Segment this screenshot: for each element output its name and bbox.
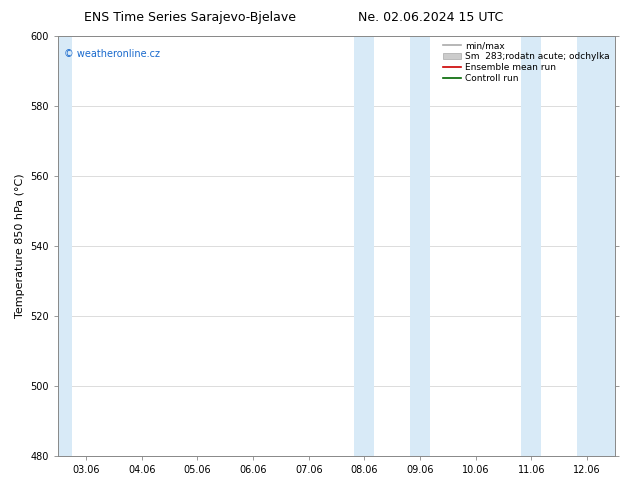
Text: © weatheronline.cz: © weatheronline.cz xyxy=(64,49,160,59)
Bar xyxy=(58,36,72,456)
Text: ENS Time Series Sarajevo-Bjelave: ENS Time Series Sarajevo-Bjelave xyxy=(84,11,296,24)
Y-axis label: Temperature 850 hPa (°C): Temperature 850 hPa (°C) xyxy=(15,174,25,318)
Bar xyxy=(577,36,615,456)
Legend: min/max, Sm  283;rodatn acute; odchylka, Ensemble mean run, Controll run: min/max, Sm 283;rodatn acute; odchylka, … xyxy=(441,39,612,86)
Bar xyxy=(354,36,374,456)
Bar xyxy=(410,36,430,456)
Text: Ne. 02.06.2024 15 UTC: Ne. 02.06.2024 15 UTC xyxy=(358,11,504,24)
Bar xyxy=(521,36,541,456)
